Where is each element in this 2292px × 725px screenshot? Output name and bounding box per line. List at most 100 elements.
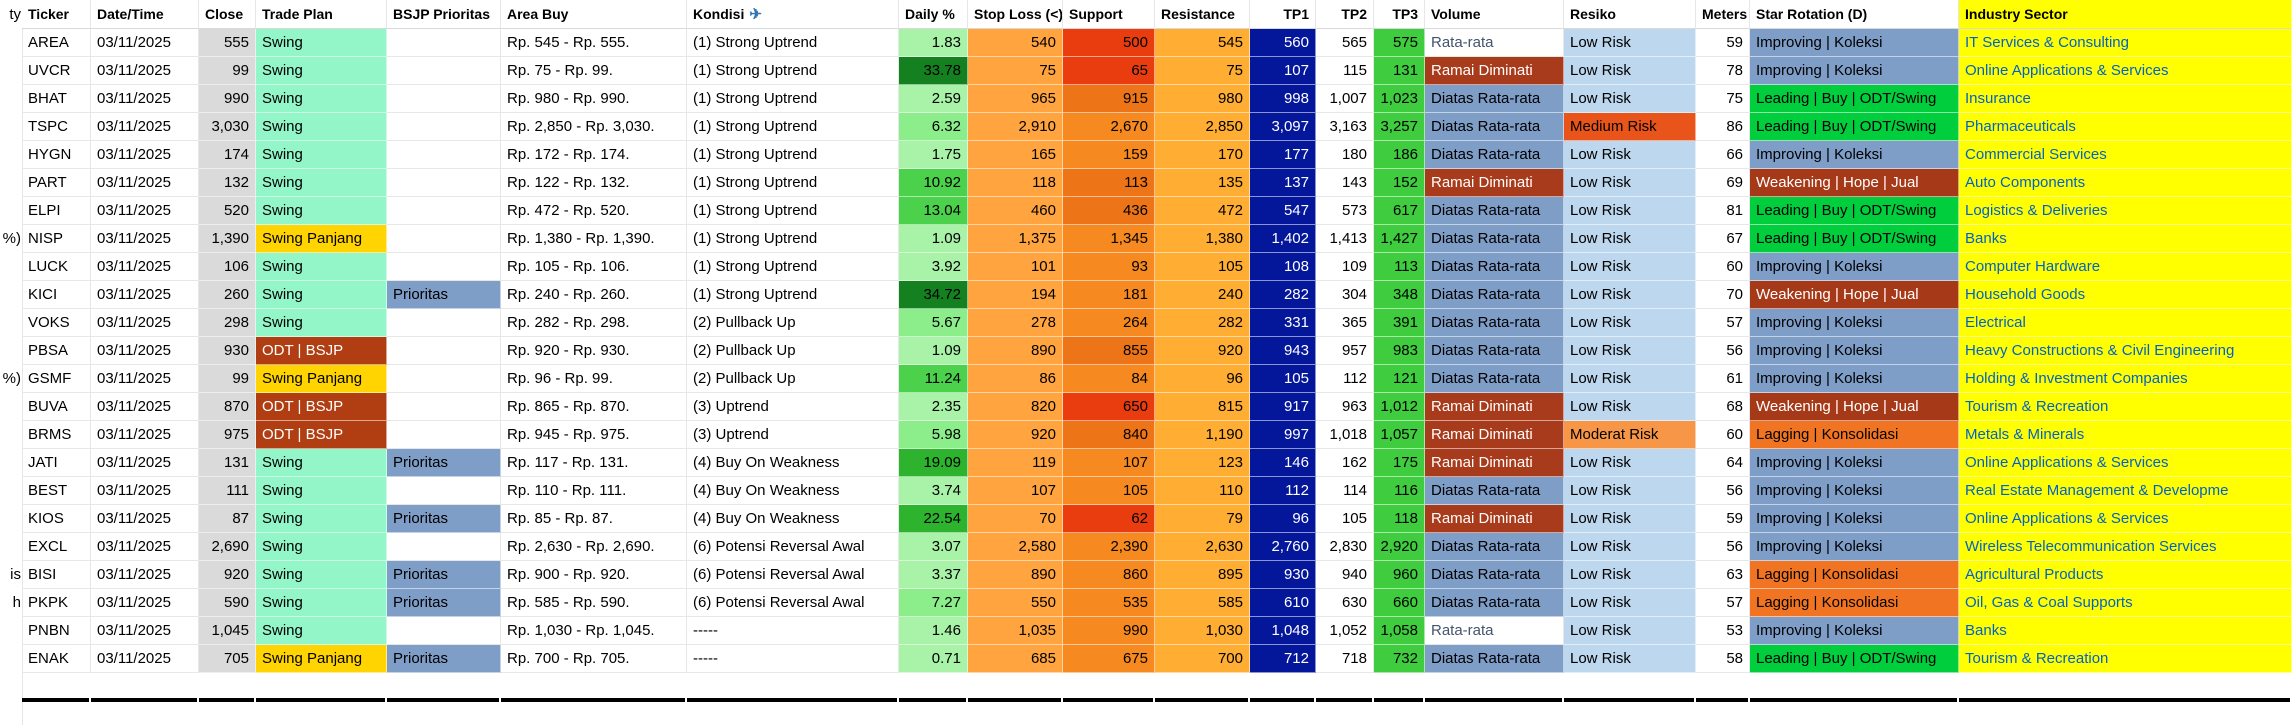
cell-daily[interactable]: 1.83 <box>899 29 968 57</box>
cell-plan[interactable]: Swing <box>256 141 387 169</box>
cell-stop[interactable]: 2,910 <box>968 113 1063 141</box>
cell-resistance[interactable]: 2,850 <box>1155 113 1250 141</box>
column-header-resistance[interactable]: Resistance <box>1155 0 1250 29</box>
cell-date[interactable]: 03/11/2025 <box>91 141 199 169</box>
cell-volume[interactable]: Diatas Rata-rata <box>1425 337 1564 365</box>
cell-meters[interactable]: 81 <box>1696 197 1750 225</box>
cell-daily[interactable]: 13.04 <box>899 197 968 225</box>
cell-tp2[interactable]: 1,413 <box>1316 225 1374 253</box>
cell-rotation[interactable]: Improving | Koleksi <box>1750 141 1959 169</box>
cell-meters[interactable]: 59 <box>1696 505 1750 533</box>
cell-date[interactable]: 03/11/2025 <box>91 365 199 393</box>
column-header-plan[interactable]: Trade Plan <box>256 0 387 29</box>
cell-resiko[interactable]: Low Risk <box>1564 253 1696 281</box>
cell-ticker[interactable]: PKPK <box>22 589 91 617</box>
cell-stop[interactable]: 70 <box>968 505 1063 533</box>
cell-tp2[interactable]: 565 <box>1316 29 1374 57</box>
cell-date[interactable]: 03/11/2025 <box>91 505 199 533</box>
cell-kondisi[interactable]: (1) Strong Uptrend <box>687 253 899 281</box>
column-header-meters[interactable]: Meters <box>1696 0 1750 29</box>
cell-tp3[interactable]: 732 <box>1374 645 1425 673</box>
cell-kondisi[interactable]: (6) Potensi Reversal Awal <box>687 589 899 617</box>
cell-tp1[interactable]: 105 <box>1250 365 1316 393</box>
cell-support[interactable]: 2,390 <box>1063 533 1155 561</box>
cell-prioritas[interactable] <box>387 57 501 85</box>
cell-area[interactable]: Rp. 122 - Rp. 132. <box>501 169 687 197</box>
cell-plan[interactable]: Swing <box>256 533 387 561</box>
cell-tp1[interactable]: 1,402 <box>1250 225 1316 253</box>
cell-resistance[interactable]: 700 <box>1155 645 1250 673</box>
cell-tp1[interactable]: 560 <box>1250 29 1316 57</box>
cell-daily[interactable]: 3.07 <box>899 533 968 561</box>
cell-plan[interactable]: Swing <box>256 309 387 337</box>
cell-resiko[interactable]: Low Risk <box>1564 57 1696 85</box>
cell-stop[interactable]: 118 <box>968 169 1063 197</box>
cell-plan[interactable]: Swing <box>256 29 387 57</box>
cell-meters[interactable]: 66 <box>1696 141 1750 169</box>
cell-tp3[interactable]: 2,920 <box>1374 533 1425 561</box>
cell-volume[interactable]: Diatas Rata-rata <box>1425 197 1564 225</box>
cell-tp1[interactable]: 997 <box>1250 421 1316 449</box>
cell-resiko[interactable]: Low Risk <box>1564 589 1696 617</box>
cell-tp2[interactable]: 105 <box>1316 505 1374 533</box>
cell-sector[interactable]: Holding & Investment Companies <box>1959 365 2292 393</box>
cell-area[interactable]: Rp. 545 - Rp. 555. <box>501 29 687 57</box>
cell-tp2[interactable]: 115 <box>1316 57 1374 85</box>
cell-ticker[interactable]: LUCK <box>22 253 91 281</box>
cell-sector[interactable]: Tourism & Recreation <box>1959 393 2292 421</box>
cell-support[interactable]: 855 <box>1063 337 1155 365</box>
cell-plan[interactable]: Swing <box>256 505 387 533</box>
cell-close[interactable]: 132 <box>199 169 256 197</box>
cell-ticker[interactable]: KIOS <box>22 505 91 533</box>
cell-date[interactable]: 03/11/2025 <box>91 57 199 85</box>
cell-close[interactable]: 920 <box>199 561 256 589</box>
cell-tp1[interactable]: 547 <box>1250 197 1316 225</box>
cell-support[interactable]: 159 <box>1063 141 1155 169</box>
cell-date[interactable]: 03/11/2025 <box>91 477 199 505</box>
cell-plan[interactable]: Swing Panjang <box>256 225 387 253</box>
cell-resiko[interactable]: Low Risk <box>1564 477 1696 505</box>
cell-resistance[interactable]: 920 <box>1155 337 1250 365</box>
cell-date[interactable]: 03/11/2025 <box>91 645 199 673</box>
cell-sector[interactable]: Electrical <box>1959 309 2292 337</box>
cell-tp2[interactable]: 940 <box>1316 561 1374 589</box>
cell-resiko[interactable]: Low Risk <box>1564 505 1696 533</box>
cell-resistance[interactable]: 105 <box>1155 253 1250 281</box>
cell-daily[interactable]: 6.32 <box>899 113 968 141</box>
cell-prioritas[interactable] <box>387 533 501 561</box>
cell-volume[interactable]: Ramai Diminati <box>1425 505 1564 533</box>
cell-volume[interactable]: Diatas Rata-rata <box>1425 645 1564 673</box>
cell-tp3[interactable]: 131 <box>1374 57 1425 85</box>
cell-kondisi[interactable]: (1) Strong Uptrend <box>687 85 899 113</box>
cell-resiko[interactable]: Low Risk <box>1564 449 1696 477</box>
cell-prioritas[interactable] <box>387 85 501 113</box>
cell-daily[interactable]: 5.98 <box>899 421 968 449</box>
cell-volume[interactable]: Diatas Rata-rata <box>1425 533 1564 561</box>
cell-meters[interactable]: 58 <box>1696 645 1750 673</box>
cell-close[interactable]: 99 <box>199 57 256 85</box>
cell-area[interactable]: Rp. 110 - Rp. 111. <box>501 477 687 505</box>
cell-tp2[interactable]: 1,007 <box>1316 85 1374 113</box>
cell-close[interactable]: 106 <box>199 253 256 281</box>
cell-tp1[interactable]: 96 <box>1250 505 1316 533</box>
cell-rotation[interactable]: Improving | Koleksi <box>1750 29 1959 57</box>
cell-tp1[interactable]: 2,760 <box>1250 533 1316 561</box>
cell-tp1[interactable]: 108 <box>1250 253 1316 281</box>
cell-tp3[interactable]: 391 <box>1374 309 1425 337</box>
cell-volume[interactable]: Ramai Diminati <box>1425 421 1564 449</box>
cell-volume[interactable]: Diatas Rata-rata <box>1425 253 1564 281</box>
column-header-area[interactable]: Area Buy <box>501 0 687 29</box>
cell-close[interactable]: 174 <box>199 141 256 169</box>
cell-daily[interactable]: 2.59 <box>899 85 968 113</box>
cell-date[interactable]: 03/11/2025 <box>91 617 199 645</box>
cell-stop[interactable]: 119 <box>968 449 1063 477</box>
cell-resiko[interactable]: Low Risk <box>1564 85 1696 113</box>
cell-plan[interactable]: Swing Panjang <box>256 365 387 393</box>
cell-date[interactable]: 03/11/2025 <box>91 197 199 225</box>
cell-stop[interactable]: 1,035 <box>968 617 1063 645</box>
cell-resistance[interactable]: 980 <box>1155 85 1250 113</box>
cell-date[interactable]: 03/11/2025 <box>91 113 199 141</box>
cell-rotation[interactable]: Weakening | Hope | Jual <box>1750 281 1959 309</box>
column-header-ticker[interactable]: Ticker <box>22 0 91 29</box>
cell-tp2[interactable]: 573 <box>1316 197 1374 225</box>
